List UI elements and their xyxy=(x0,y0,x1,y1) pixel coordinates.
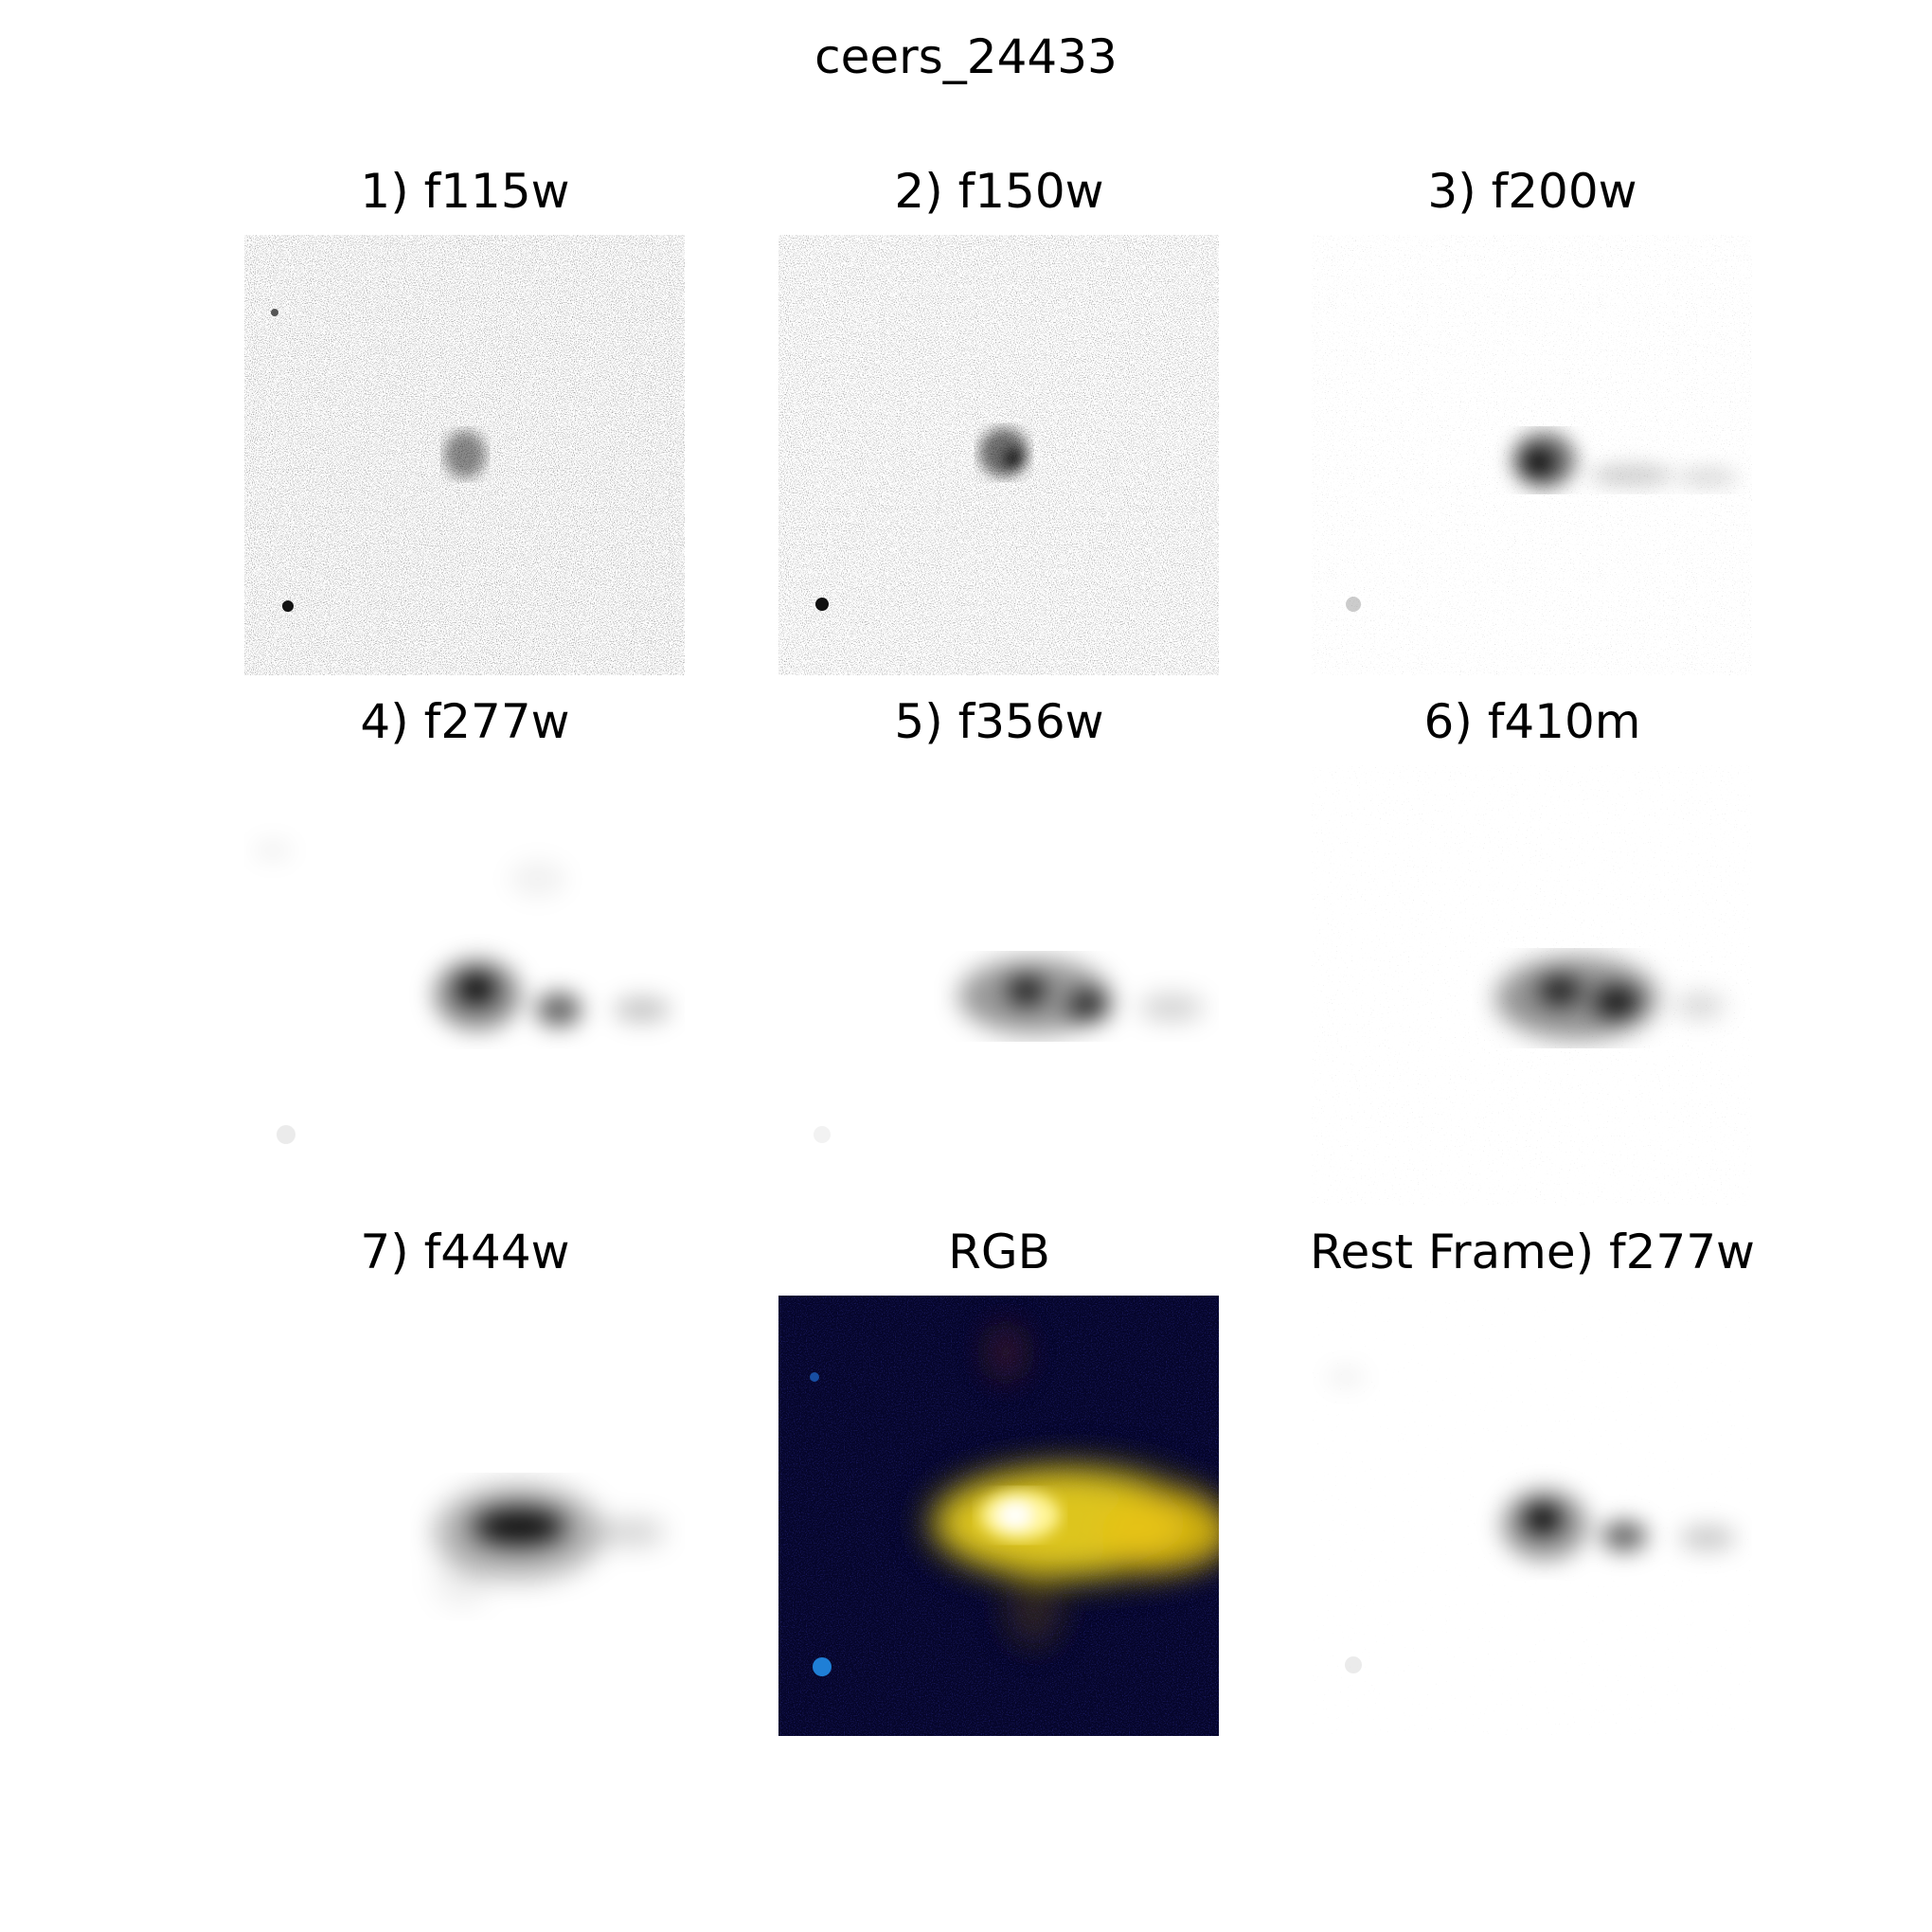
f277w-cutout xyxy=(244,765,685,1206)
f200w-cutout xyxy=(1312,235,1752,675)
image-panel-f277w xyxy=(244,765,685,1206)
rgb-composite xyxy=(778,1296,1219,1736)
f150w-cutout xyxy=(778,235,1219,675)
panel-title-rgb: RGB xyxy=(948,1225,1050,1279)
image-panel-f200w xyxy=(1312,235,1752,675)
image-panel-f444w xyxy=(244,1296,685,1736)
panel-title-2: 2) f150w xyxy=(894,164,1104,219)
panel-title-7: 7) f444w xyxy=(360,1225,570,1279)
image-panel-f356w xyxy=(778,765,1219,1206)
panel-title-3: 3) f200w xyxy=(1427,164,1637,219)
panel-title-1: 1) f115w xyxy=(360,164,570,219)
f356w-cutout xyxy=(778,765,1219,1206)
image-panel-rgb xyxy=(778,1296,1219,1736)
panel-title-rest-frame: Rest Frame) f277w xyxy=(1310,1225,1755,1279)
rest-frame-f277w-cutout xyxy=(1312,1296,1752,1736)
panel-title-4: 4) f277w xyxy=(360,694,570,749)
f115w-cutout xyxy=(244,235,685,675)
panel-title-5: 5) f356w xyxy=(894,694,1104,749)
image-panel-f410m xyxy=(1312,765,1752,1206)
panel-title-6: 6) f410m xyxy=(1423,694,1641,749)
figure-title: ceers_24433 xyxy=(814,29,1118,84)
image-panel-f115w xyxy=(244,235,685,675)
f444w-cutout xyxy=(244,1296,685,1736)
image-panel-f150w xyxy=(778,235,1219,675)
f410m-cutout xyxy=(1312,765,1752,1206)
image-panel-rest-frame-f277w xyxy=(1312,1296,1752,1736)
